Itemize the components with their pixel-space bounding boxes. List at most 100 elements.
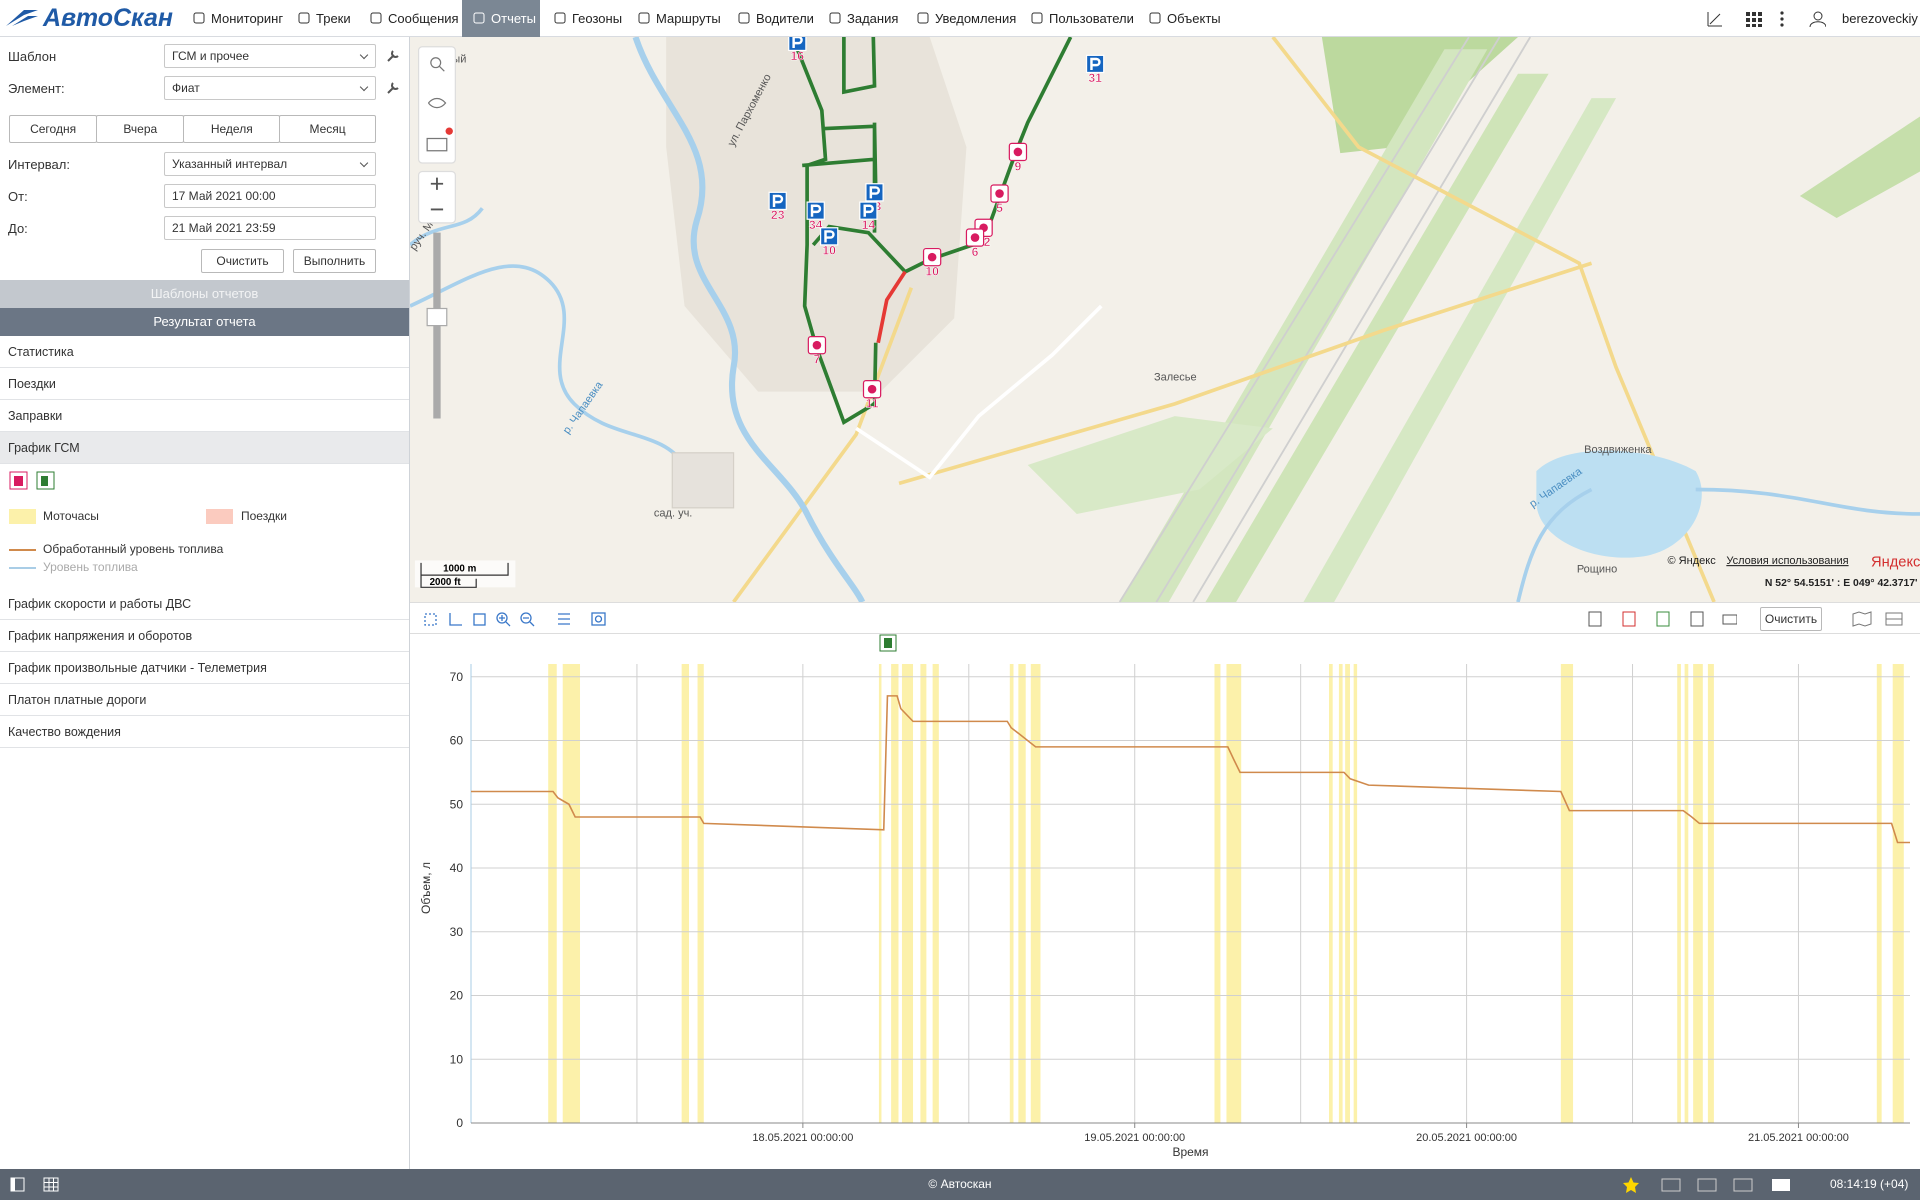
motor-hours-band xyxy=(878,664,882,1123)
nav-icon-box xyxy=(917,12,929,24)
y-tick-label: 0 xyxy=(456,1116,463,1130)
report-item[interactable]: График напряжения и оборотов xyxy=(0,620,409,652)
legend-label[interactable]: Поездки xyxy=(241,509,287,523)
nav-item[interactable]: Задания xyxy=(847,11,899,26)
nav-item[interactable]: Геозоны xyxy=(572,11,623,26)
motor-hours-band xyxy=(548,664,557,1123)
y-tick-label: 30 xyxy=(450,925,464,939)
nav-icon-box xyxy=(829,12,841,24)
export-icons[interactable] xyxy=(1587,610,1737,628)
to-input[interactable]: 21 Май 2021 23:59 xyxy=(164,216,376,240)
result-item[interactable]: Статистика xyxy=(0,336,409,368)
nav-item[interactable]: Отчеты xyxy=(491,11,536,26)
map-terms: Условия использования xyxy=(1726,555,1848,567)
marker-label: 31 xyxy=(1088,71,1102,85)
logo-icon xyxy=(6,10,38,26)
motor-hours-band xyxy=(1892,664,1904,1123)
clock: 08:14:19 (+04) xyxy=(1830,1177,1909,1191)
legend-label[interactable]: Моточасы xyxy=(43,509,99,523)
period-button[interactable]: Сегодня xyxy=(9,115,98,143)
motor-hours-band xyxy=(681,664,690,1123)
parking-glyph xyxy=(1090,57,1101,71)
marker-label: 7 xyxy=(814,353,821,367)
copyright: © Автоскан xyxy=(928,1177,992,1191)
motor-hours-band xyxy=(1345,664,1350,1123)
marker-label: 10 xyxy=(822,244,836,258)
parking-glyph xyxy=(772,194,784,207)
report-item[interactable]: График произвольные датчики - Телеметрия xyxy=(0,652,409,684)
nav-item[interactable]: Водители xyxy=(756,11,814,26)
report-item[interactable]: Качество вождения xyxy=(0,716,409,748)
nav-item[interactable]: Объекты xyxy=(1167,11,1221,26)
motor-hours-band xyxy=(1707,664,1714,1123)
nav-icon xyxy=(738,12,750,24)
report-item[interactable]: График скорости и работы ДВС xyxy=(0,588,409,620)
result-item[interactable]: Поездки xyxy=(0,368,409,400)
motor-hours-band xyxy=(1353,664,1358,1123)
result-item[interactable]: Заправки xyxy=(0,400,409,432)
nav-icon-box xyxy=(638,12,650,24)
map-brand: Яндекс xyxy=(1871,555,1920,571)
y-tick-label: 10 xyxy=(450,1052,464,1066)
legend-label[interactable]: Обработанный уровень топлива xyxy=(43,542,224,556)
motor-hours-band xyxy=(920,664,927,1123)
tool-icons[interactable] xyxy=(422,611,612,627)
report-item[interactable]: Платон платные дороги xyxy=(0,684,409,716)
period-button[interactable]: Месяц xyxy=(279,115,376,143)
from-input[interactable]: 17 Май 2021 00:00 xyxy=(164,184,376,208)
footer-icons[interactable] xyxy=(10,1177,60,1193)
fuel-glyph xyxy=(812,340,822,350)
nav-item[interactable]: Мониторинг xyxy=(211,11,284,26)
nav-icon xyxy=(554,12,566,24)
result-item[interactable]: График ГСМ xyxy=(0,432,409,464)
nav-icon-box xyxy=(193,12,205,24)
interval-select[interactable]: Указанный интервал xyxy=(164,152,376,176)
marker-label: 5 xyxy=(996,201,1003,215)
marker-label: 14 xyxy=(862,218,876,232)
marker-label: 9 xyxy=(1015,159,1022,173)
legend-line xyxy=(9,567,36,569)
nav-icon-box xyxy=(298,12,310,24)
x-tick-label: 18.05.2021 00:00:00 xyxy=(752,1132,853,1144)
logo[interactable]: АвтоСкан xyxy=(43,4,174,32)
result-bar: Результат отчета xyxy=(0,308,409,336)
element-select[interactable]: Фиат xyxy=(164,76,376,100)
view-icons[interactable] xyxy=(1850,610,1910,628)
motor-hours-band xyxy=(901,664,914,1123)
fuel-glyph xyxy=(927,252,937,262)
marker-label: 34 xyxy=(809,218,823,232)
fuel-glyph xyxy=(995,189,1004,198)
motor-hours-band xyxy=(1226,664,1242,1123)
nav-icon-box xyxy=(554,12,566,24)
chart-clear-button[interactable]: Очистить xyxy=(1760,607,1822,631)
motor-hours-band xyxy=(1677,664,1681,1123)
element-label: Элемент: xyxy=(8,81,65,96)
marker-label: 23 xyxy=(771,208,785,222)
nav-item[interactable]: Маршруты xyxy=(656,11,721,26)
scale-label: 2000 ft xyxy=(430,577,462,588)
template-select[interactable]: ГСМ и прочее xyxy=(164,44,376,68)
run-button[interactable]: Выполнить xyxy=(293,249,376,273)
nav-item[interactable]: Уведомления xyxy=(935,11,1017,26)
user-name[interactable]: berezoveckiy xyxy=(1842,11,1918,26)
status-icons[interactable] xyxy=(1622,1176,1802,1194)
chart-toolbar: Очистить xyxy=(410,602,1920,634)
period-button[interactable]: Неделя xyxy=(183,115,281,143)
parking-glyph xyxy=(863,204,874,217)
nav-item[interactable]: Пользователи xyxy=(1049,11,1134,26)
legend-label[interactable]: Уровень топлива xyxy=(43,560,138,574)
template-label: Шаблон xyxy=(8,49,57,64)
period-button[interactable]: Вчера xyxy=(96,115,185,143)
map-coords: N 52° 54.5151' : E 049° 42.3717' xyxy=(1765,578,1918,589)
templates-bar[interactable]: Шаблоны отчетов xyxy=(0,280,409,308)
marker-label: 16 xyxy=(790,49,804,63)
nav-item[interactable]: Сообщения xyxy=(388,11,459,26)
map-label: сад. уч. xyxy=(654,507,692,519)
clear-button[interactable]: Очистить xyxy=(201,249,284,273)
parking-glyph xyxy=(792,37,803,49)
nav-item[interactable]: Треки xyxy=(316,11,351,26)
motor-hours-band xyxy=(1030,664,1041,1123)
y-tick-label: 40 xyxy=(450,861,464,875)
